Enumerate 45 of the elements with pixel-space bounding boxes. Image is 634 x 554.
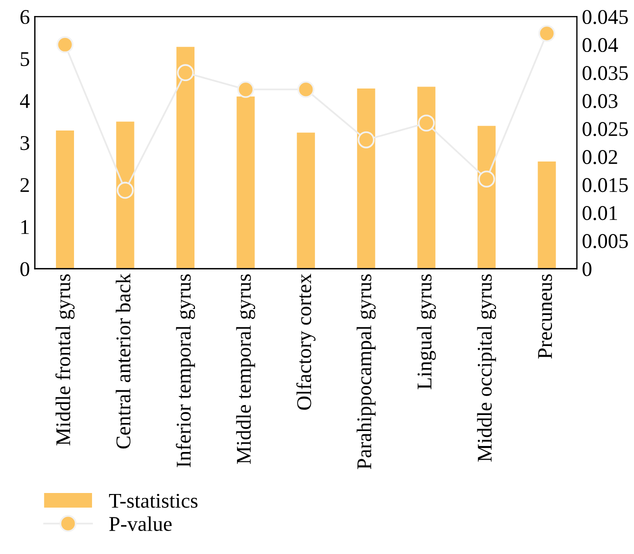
x-tick-label: Middle occipital gyrus [477,274,496,462]
y-tick-label: 4 [20,94,30,108]
y2-tick-label: 0.01 [582,206,618,220]
bar [116,122,134,269]
point [418,114,435,132]
x-tick-label: Middle frontal gyrus [55,274,75,446]
x-tick-label: Parahippocampal gyrus [356,274,376,470]
x-tick-label: Precuneus [538,274,552,359]
x-tick-label: Olfactory cortex [296,274,316,410]
bar [538,162,556,269]
y2-tick-label: 0.015 [582,178,628,192]
x-tick-label: Inferior temporal gyrus [176,274,196,468]
y-tick-label: 6 [20,10,30,24]
bar [296,132,315,269]
y2-tick-label: 0 [582,262,592,276]
y2-tick-label: 0.03 [582,94,618,108]
y2-tick-label: 0.04 [582,38,618,52]
point [116,182,134,199]
point [176,64,194,82]
legend-label: T-statistics [109,494,198,508]
x-tick-label: Central anterior back [116,274,130,449]
x-tick-label: Middle temporal gyrus [236,274,256,464]
y-tick-label: 5 [20,52,30,66]
point [56,36,74,54]
y-tick-label: 3 [20,136,30,150]
x-tick-label: Lingual gyrus [416,274,436,390]
y2-tick-label: 0.005 [582,234,628,248]
y2-tick-label: 0.02 [582,150,618,164]
legend-label: P-value [109,516,172,532]
bar [357,88,376,269]
bar [478,126,496,269]
bar [417,86,436,269]
point [237,80,254,98]
bar [176,46,194,269]
y2-tick-label: 0.025 [582,122,628,136]
point [478,170,496,188]
y-tick-label: 2 [20,178,29,192]
y-tick-label: 1 [21,220,29,234]
y2-tick-label: 0.035 [582,66,628,80]
point [297,80,314,98]
point [538,24,556,42]
bar [56,130,74,269]
y2-tick-label: 0.045 [582,10,628,24]
y-tick-label: 0 [20,262,30,276]
point [358,131,375,148]
